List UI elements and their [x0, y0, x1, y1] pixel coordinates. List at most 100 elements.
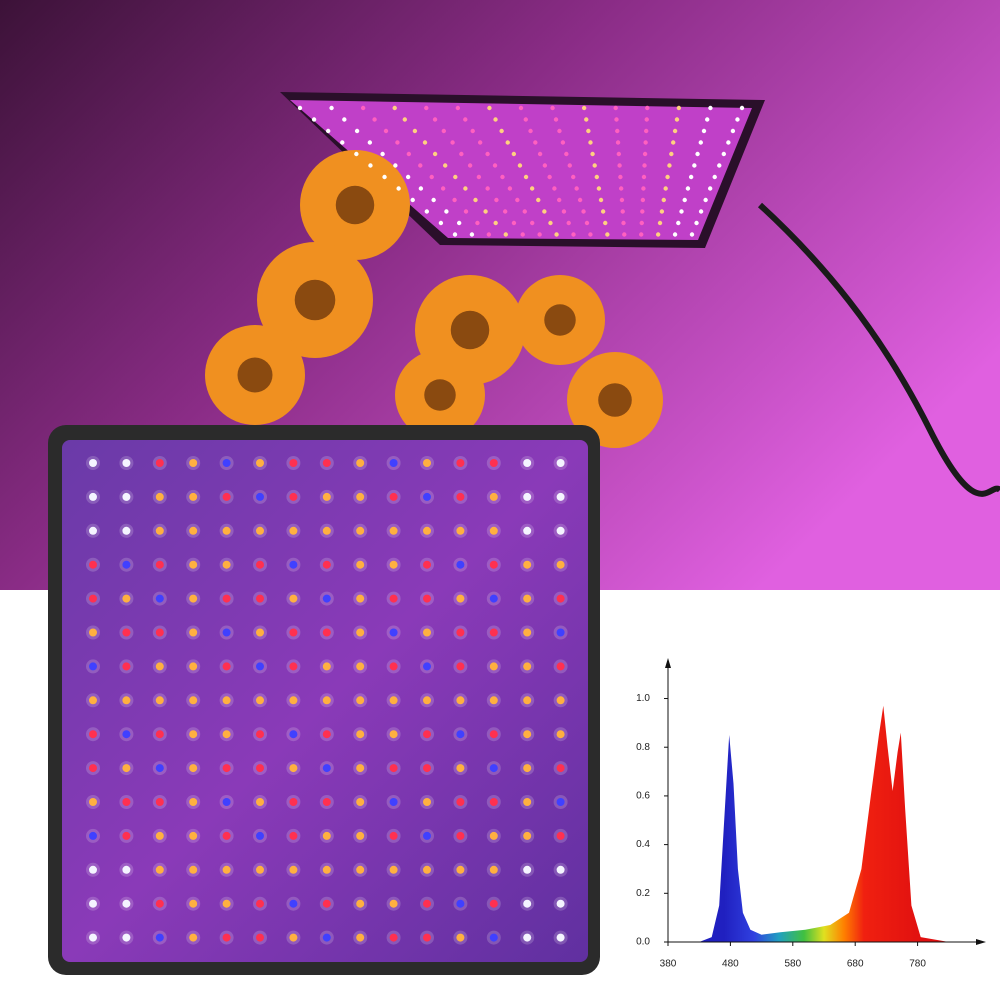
led: [289, 526, 298, 535]
led: [423, 594, 431, 603]
hanging-led: [429, 174, 434, 180]
led: [489, 831, 498, 840]
hanging-led: [382, 174, 387, 180]
hanging-led: [441, 128, 447, 134]
led: [523, 526, 532, 535]
led: [356, 831, 365, 840]
y-tick-label: 1.0: [636, 693, 650, 704]
flower-center: [294, 279, 336, 321]
led: [389, 865, 398, 874]
spectrum-chart: 0.0 0.2 0.4 0.6 0.8 1.0 380 480 580 680 780: [636, 658, 986, 970]
led: [556, 764, 565, 773]
x-tick-label: 380: [660, 959, 677, 970]
hanging-led: [642, 163, 647, 168]
led: [122, 696, 131, 705]
led: [456, 696, 465, 705]
hanging-led: [616, 151, 622, 157]
hanging-led: [383, 128, 389, 134]
led: [322, 492, 331, 501]
y-tick-label: 0.8: [636, 742, 650, 753]
hanging-led: [505, 140, 510, 145]
hanging-led: [342, 117, 347, 122]
hanging-led: [537, 151, 543, 157]
led: [289, 459, 298, 467]
led: [489, 628, 498, 637]
hanging-led: [523, 174, 529, 180]
led: [122, 662, 131, 671]
hanging-led: [639, 232, 644, 237]
hanging-led: [550, 105, 555, 111]
led: [189, 594, 198, 603]
hanging-led: [571, 174, 576, 180]
led: [256, 594, 264, 603]
hanging-led: [406, 151, 412, 157]
led: [89, 459, 97, 467]
hanging-led: [529, 186, 535, 191]
led: [122, 798, 131, 806]
cable: [757, 202, 1000, 497]
hanging-led: [340, 140, 345, 145]
led: [389, 764, 398, 773]
hanging-led: [735, 117, 740, 122]
led: [222, 526, 231, 535]
hanging-led: [657, 220, 663, 226]
led: [389, 899, 398, 908]
hanging-led: [640, 197, 646, 203]
led: [556, 628, 565, 637]
led: [256, 865, 264, 874]
led: [389, 560, 398, 569]
led: [155, 594, 164, 603]
led: [556, 865, 565, 874]
hanging-led: [520, 232, 525, 237]
hanging-led: [639, 220, 644, 226]
hanging-led: [679, 209, 684, 214]
led: [155, 459, 164, 467]
led: [89, 831, 97, 840]
led: [122, 865, 131, 874]
hanging-led: [588, 232, 593, 237]
led: [456, 798, 465, 806]
led: [489, 865, 498, 874]
hanging-led: [456, 220, 462, 226]
led: [256, 764, 264, 773]
led: [122, 730, 131, 739]
led: [122, 594, 131, 603]
led: [456, 662, 465, 671]
flower-center: [335, 185, 375, 225]
hanging-led: [486, 232, 492, 237]
hanging-led: [354, 151, 359, 157]
led: [256, 526, 264, 535]
hanging-led: [297, 105, 303, 111]
led: [423, 459, 431, 467]
hanging-led: [542, 163, 548, 168]
hanging-led: [672, 232, 678, 237]
hanging-led: [487, 105, 492, 111]
led: [89, 865, 97, 874]
led: [89, 730, 97, 739]
hanging-led: [584, 220, 590, 226]
led: [322, 831, 331, 840]
flower-center: [544, 304, 576, 336]
led: [556, 798, 565, 806]
hanging-led: [368, 163, 373, 168]
hanging-led: [618, 186, 624, 191]
led: [322, 560, 331, 569]
y-tick-label: 0.2: [636, 888, 650, 899]
hanging-led: [605, 232, 610, 237]
hanging-led: [438, 220, 444, 226]
led: [222, 560, 231, 569]
spectrum-area: [699, 705, 949, 942]
led: [389, 594, 398, 603]
led: [556, 662, 565, 671]
led: [322, 459, 331, 467]
led: [89, 560, 97, 569]
led: [89, 933, 97, 942]
led: [289, 899, 298, 908]
led: [256, 492, 264, 501]
hanging-led: [586, 128, 591, 134]
led: [456, 764, 465, 773]
led: [256, 628, 264, 637]
led: [189, 730, 198, 739]
hanging-led: [674, 117, 680, 122]
hanging-led: [655, 232, 661, 237]
